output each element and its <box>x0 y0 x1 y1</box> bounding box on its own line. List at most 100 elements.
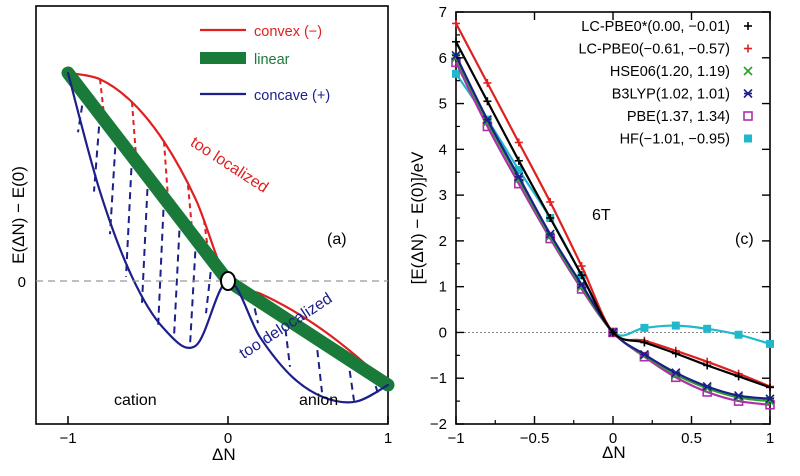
annotation-cation: cation <box>114 392 157 409</box>
series-3-point-8 <box>702 381 712 392</box>
series-convex-line <box>66 71 390 387</box>
delocalization-hatch-11 <box>315 338 323 393</box>
delocalization-hatch-10 <box>283 317 291 367</box>
legend-label-0: convex (−) <box>254 24 322 40</box>
legend-label-4: PBE(1.37, 1.34) <box>627 109 730 125</box>
delocalization-hatch-2 <box>109 135 117 235</box>
panel-c: LC-PBE0*(0.00, −0.01) LC-PBE0(−0.61, −0.5… <box>408 4 775 462</box>
panel-c-xtick-label-4: 1 <box>766 430 774 447</box>
panel-a-ticks: −1 0 1 0 <box>18 274 393 447</box>
panel-c-xtick-label-3: 0.5 <box>681 430 702 447</box>
delocalization-hatch-4 <box>141 176 149 303</box>
series-5-point-8 <box>703 324 712 333</box>
series-3-point-9 <box>734 391 744 401</box>
legend-marker-3 <box>743 88 753 99</box>
panel-a-legend: convex (−) linear concave (+) <box>200 24 330 104</box>
series-5-point-7 <box>671 321 680 330</box>
panel-c-xtick-label-1: −0.5 <box>520 430 550 447</box>
series-linear-line <box>61 66 395 392</box>
legend-label-1: linear <box>254 52 290 68</box>
legend-label-3: B3LYP(1.02, 1.01) <box>612 87 730 103</box>
legend-marker-0 <box>744 22 752 30</box>
series-0-point-5 <box>609 328 617 337</box>
panel-c-xlabel: ΔN <box>602 443 626 462</box>
panel-c-ytick-label-7: 5 <box>439 96 447 113</box>
legend-label-2: concave (+) <box>254 88 330 104</box>
panel-c-ytick-label-3: 1 <box>439 279 447 296</box>
series-5-point-6 <box>640 323 649 332</box>
series-5-point-2 <box>514 165 523 174</box>
series-3-point-6 <box>639 349 649 359</box>
series-0-point-1 <box>483 97 492 106</box>
panel-c-xtick-label-2: 0 <box>609 430 617 447</box>
delocalization-hatch-6 <box>173 218 181 338</box>
series-3-point-3 <box>545 229 555 239</box>
annotation-panel-c: (c) <box>735 231 754 248</box>
series-0-point-2 <box>514 156 523 165</box>
legend-marker-1 <box>744 44 752 53</box>
series-0-point-10 <box>766 383 774 392</box>
series-0 <box>452 37 774 392</box>
series-3 <box>451 50 775 404</box>
series-0-point-3 <box>546 214 555 222</box>
legend-label-0: LC-PBE0*(0.00, −0.01) <box>581 19 730 35</box>
delocalization-hatch-7 <box>189 239 197 346</box>
panel-c-ytick-label-6: 4 <box>439 141 447 158</box>
series-0-point-0 <box>452 37 460 46</box>
series-3-point-2 <box>514 172 524 182</box>
legend-label-1: LC-PBE0(−0.61, −0.57) <box>578 42 730 58</box>
panel-c-ytick-label-2: 0 <box>439 324 447 341</box>
delocalization-hatch-5 <box>157 197 165 329</box>
annotation-6t: 6T <box>592 207 611 224</box>
panel-a-xtick-label-0: −1 <box>59 430 76 447</box>
panel-a-origin-marker <box>220 271 236 291</box>
delocalization-hatch-3 <box>125 156 133 277</box>
series-5-point-10 <box>766 339 774 348</box>
series-0-point-9 <box>734 372 743 381</box>
localization-hatch-3 <box>187 185 193 230</box>
annotation-anion: anion <box>299 392 338 409</box>
series-1-point-0 <box>452 19 460 28</box>
series-3-point-10 <box>765 394 775 404</box>
panel-a-xtick-label-2: 1 <box>384 430 392 447</box>
panel-a: convex (−) linear concave (+) too localize… <box>9 5 395 464</box>
panel-c-xtick-label-0: −1 <box>447 430 464 447</box>
panel-a-ylabel: E(ΔN) − E(0) <box>9 166 28 264</box>
annotation-panel-a: (a) <box>327 231 347 248</box>
series-1-point-4 <box>577 262 586 271</box>
legend-marker-4 <box>743 111 753 121</box>
panel-a-xlabel: ΔN <box>212 445 236 464</box>
annotation-too-localized: too localized <box>187 134 271 197</box>
legend-label-5: HF(−1.01, −0.95) <box>620 132 730 148</box>
series-0-point-8 <box>703 361 712 370</box>
series-0-line <box>455 41 771 389</box>
series-1-point-2 <box>514 138 523 147</box>
localization-hatch-2 <box>163 141 169 198</box>
series-5-point-0 <box>452 69 460 78</box>
series-concave-line <box>66 71 390 404</box>
series-3-line <box>455 55 771 400</box>
series-3-point-7 <box>671 368 681 378</box>
legend-marker-5 <box>744 134 752 143</box>
panel-c-series <box>451 19 775 410</box>
panel-c-ytick-label-0: −2 <box>430 416 447 433</box>
panel-a-xtick-label-1: 0 <box>224 430 232 447</box>
series-0-point-7 <box>671 349 680 358</box>
localization-hatch-1 <box>131 102 137 157</box>
panel-c-legend: LC-PBE0*(0.00, −0.01) LC-PBE0(−0.61, −0.5… <box>578 19 753 148</box>
series-5-point-9 <box>734 330 743 339</box>
panel-c-ytick-label-8: 6 <box>439 50 447 67</box>
series-0-point-4 <box>577 271 586 280</box>
series-1-point-3 <box>546 197 555 206</box>
panel-c-ytick-label-4: 2 <box>439 233 447 250</box>
panel-a-frame <box>35 5 389 425</box>
panel-c-ytick-label-5: 3 <box>439 187 447 204</box>
panel-c-ytick-label-1: −1 <box>430 370 447 387</box>
panel-c-ylabel: [E(ΔN) − E(0)]/eV <box>408 151 427 284</box>
series-3-point-1 <box>482 115 492 125</box>
delocalization-hatch-8 <box>205 260 213 314</box>
panel-c-ytick-label-9: 7 <box>439 4 447 21</box>
legend-marker-2 <box>743 66 753 76</box>
